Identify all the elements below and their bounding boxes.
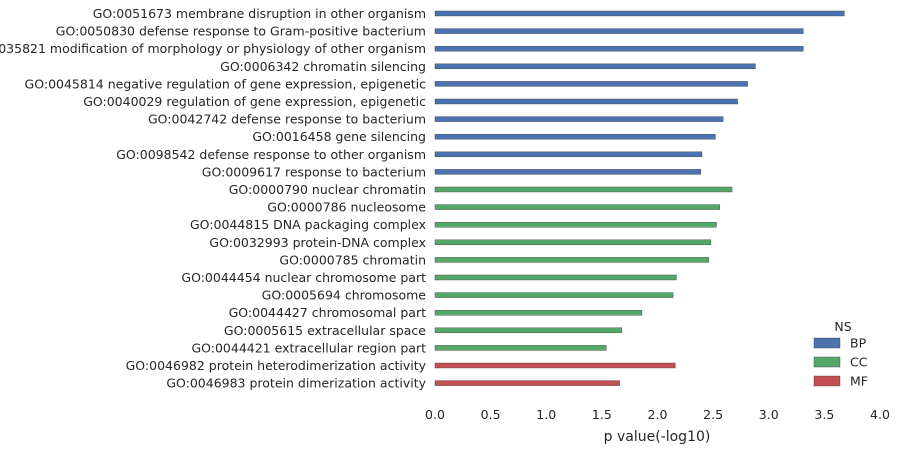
legend-label-cc: CC — [850, 355, 868, 370]
bar-go-0046983 — [434, 380, 620, 386]
x-tick-label-3: 1.5 — [592, 407, 612, 422]
x-tick-label-8: 4.0 — [870, 407, 890, 422]
category-label-go-0040029: GO:0040029 regulation of gene expression… — [83, 94, 426, 109]
category-label-go-0046983: GO:0046983 protein dimerization activity — [166, 376, 426, 391]
bar-go-0046982 — [434, 362, 676, 369]
category-label-go-0044427: GO:0044427 chromosomal part — [229, 305, 426, 320]
bar-go-0009617 — [434, 169, 702, 175]
category-label-go-0098542: GO:0098542 defense response to other org… — [116, 147, 426, 162]
bar-go-0005615 — [434, 327, 623, 333]
category-label-go-0035821: GO:0035821 modification of morphology or… — [0, 41, 426, 56]
x-tick-label-5: 2.5 — [703, 407, 723, 422]
bar-go-0032993 — [434, 239, 712, 246]
legend-label-bp: BP — [850, 336, 867, 351]
legend-label-mf: MF — [850, 374, 868, 389]
bar-go-0000786 — [434, 204, 720, 210]
category-label-go-0044815: GO:0044815 DNA packaging complex — [190, 217, 426, 232]
bar-go-0035821 — [434, 46, 804, 52]
category-label-go-0000790: GO:0000790 nuclear chromatin — [229, 182, 426, 197]
legend-entries: BP CC MF — [813, 336, 868, 389]
bar-go-0044815 — [434, 221, 717, 228]
bar-go-0098542 — [434, 151, 703, 158]
x-tick-label-0: 0.0 — [425, 407, 445, 422]
category-label-go-0046982: GO:0046982 protein heterodimerization ac… — [126, 358, 427, 373]
bar-go-0016458 — [434, 133, 716, 140]
x-tick-labels-group: 0.0 0.5 1.0 1.5 2.0 2.5 3.0 3.5 4.0 — [425, 407, 890, 422]
category-label-go-0045814: GO:0045814 negative regulation of gene e… — [25, 76, 427, 91]
x-tick-label-6: 3.0 — [759, 407, 779, 422]
category-label-go-0005615: GO:0005615 extracellular space — [224, 323, 426, 338]
bar-go-0040029 — [434, 98, 738, 105]
bar-go-0050830 — [434, 28, 804, 34]
category-label-go-0000786: GO:0000786 nucleosome — [267, 200, 426, 215]
legend-swatch-bp — [813, 337, 841, 349]
x-tick-label-7: 3.5 — [814, 407, 834, 422]
bar-go-0000790 — [434, 186, 733, 193]
x-axis-title: p value(-log10) — [604, 429, 711, 445]
category-label-go-0044421: GO:0044421 extracellular region part — [191, 340, 426, 355]
category-label-go-0032993: GO:0032993 protein-DNA complex — [209, 235, 426, 250]
bar-go-0005694 — [434, 292, 674, 298]
category-label-go-0006342: GO:0006342 chromatin silencing — [220, 59, 426, 74]
category-label-go-0050830: GO:0050830 defense response to Gram-posi… — [56, 24, 426, 39]
bar-go-0044421 — [434, 345, 607, 351]
bar-go-0006342 — [434, 63, 756, 69]
category-label-go-0044454: GO:0044454 nuclear chromosome part — [181, 270, 426, 285]
legend: NS BP CC MF — [813, 319, 868, 389]
legend-swatch-mf — [813, 375, 841, 387]
category-label-go-0009617: GO:0009617 response to bacterium — [202, 164, 426, 179]
bar-go-0044427 — [434, 310, 643, 316]
x-tick-label-4: 2.0 — [648, 407, 668, 422]
category-label-go-0016458: GO:0016458 gene silencing — [252, 129, 426, 144]
x-tick-label-2: 1.0 — [536, 407, 556, 422]
bar-go-0042742 — [434, 116, 724, 122]
legend-swatch-cc — [813, 356, 841, 368]
bar-go-0044454 — [434, 274, 677, 281]
category-label-go-0000785: GO:0000785 chromatin — [279, 252, 426, 267]
legend-title: NS — [834, 319, 851, 334]
category-labels-group: GO:0051673 membrane disruption in other … — [0, 6, 427, 391]
bar-go-0000785 — [434, 257, 709, 263]
bars-group — [434, 10, 845, 386]
category-label-go-0042742: GO:0042742 defense response to bacterium — [148, 112, 426, 127]
category-label-go-0005694: GO:0005694 chromosome — [262, 288, 427, 303]
x-tick-label-1: 0.5 — [481, 407, 501, 422]
bar-go-0045814 — [434, 81, 748, 87]
category-label-go-0051673: GO:0051673 membrane disruption in other … — [93, 6, 426, 21]
bar-go-0051673 — [434, 10, 845, 17]
